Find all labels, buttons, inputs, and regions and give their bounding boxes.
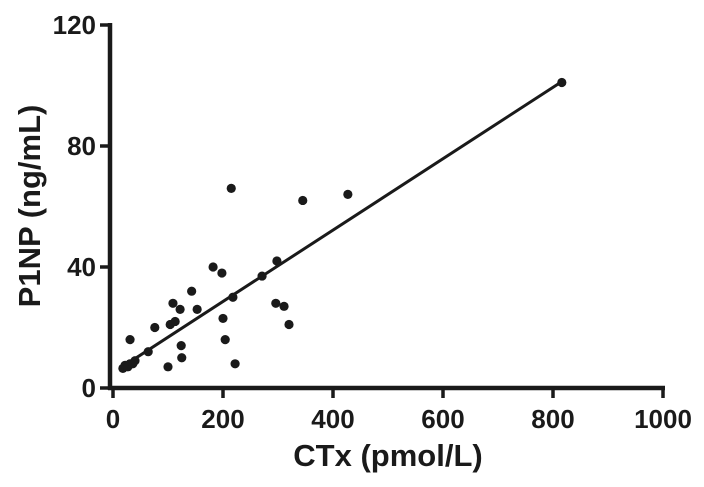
y-tick-label: 40 bbox=[67, 252, 96, 282]
data-point bbox=[130, 356, 140, 366]
data-point bbox=[226, 183, 236, 193]
x-axis-ticks: 0 200 400 600 800 1000 bbox=[106, 388, 692, 434]
data-point bbox=[150, 322, 160, 333]
data-point bbox=[170, 316, 180, 327]
data-point bbox=[230, 359, 240, 369]
data-point bbox=[177, 353, 187, 363]
data-point bbox=[272, 256, 282, 266]
x-tick-label: 800 bbox=[531, 404, 574, 434]
regression-line bbox=[122, 80, 564, 368]
x-tick-label: 600 bbox=[421, 404, 464, 434]
y-tick-label: 0 bbox=[82, 373, 96, 403]
x-tick-label: 400 bbox=[311, 404, 354, 434]
data-point bbox=[217, 268, 227, 278]
data-point bbox=[163, 362, 173, 372]
data-point bbox=[192, 304, 202, 314]
data-point bbox=[257, 271, 267, 281]
data-point bbox=[220, 335, 230, 345]
data-points bbox=[118, 77, 567, 373]
data-point bbox=[343, 189, 353, 199]
y-axis-ticks: 0 40 80 120 bbox=[53, 10, 110, 403]
data-point bbox=[228, 292, 238, 302]
data-point bbox=[218, 313, 228, 324]
data-point bbox=[279, 301, 289, 311]
x-axis-title: CTx (pmol/L) bbox=[293, 438, 482, 473]
data-point bbox=[175, 304, 185, 314]
x-tick-label: 1000 bbox=[634, 404, 692, 434]
x-tick-label: 0 bbox=[106, 404, 120, 434]
data-point bbox=[557, 77, 567, 88]
y-axis-title: P1NP (ng/mL) bbox=[12, 105, 47, 308]
data-point bbox=[187, 286, 197, 296]
data-point bbox=[298, 195, 308, 206]
x-tick-label: 200 bbox=[201, 404, 244, 434]
y-tick-label: 80 bbox=[67, 131, 96, 161]
data-point bbox=[208, 262, 218, 272]
data-point bbox=[284, 319, 294, 330]
y-tick-label: 120 bbox=[53, 10, 96, 40]
axes bbox=[107, 23, 665, 391]
data-point bbox=[176, 341, 186, 351]
data-point bbox=[143, 347, 153, 357]
data-point bbox=[271, 298, 281, 308]
data-point bbox=[125, 335, 135, 345]
data-point bbox=[168, 298, 178, 308]
